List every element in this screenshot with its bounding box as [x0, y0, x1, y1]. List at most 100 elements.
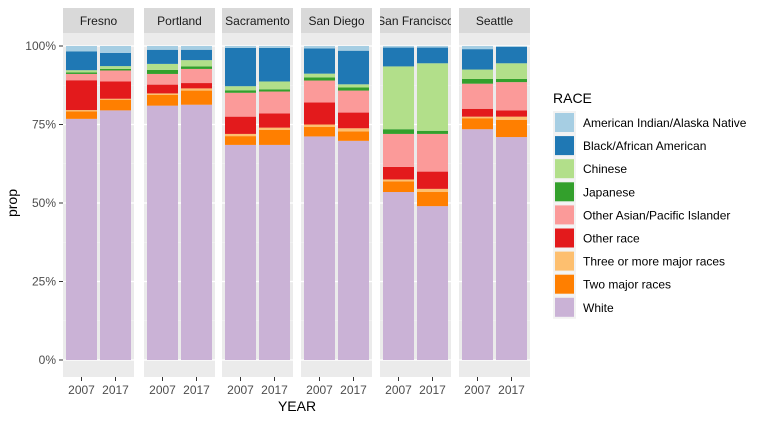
bar-segment-three-or-more-major-races [100, 98, 131, 100]
bar-segment-white [304, 136, 335, 360]
bar-segment-chinese [417, 63, 448, 131]
legend-label: Black/African American [583, 139, 706, 153]
bar-segment-black-african-american [259, 47, 290, 82]
bar-portland-2007 [147, 46, 178, 360]
bar-segment-white [383, 192, 414, 360]
facet-strip [301, 8, 372, 33]
bar-segment-other-race [338, 112, 369, 129]
legend-item-other-asian-pacific-islander: Other Asian/Pacific Islander [553, 203, 730, 227]
bar-segment-japanese [462, 78, 493, 84]
bar-segment-chinese [181, 60, 212, 67]
bar-segment-american-indian-alaska-native [304, 46, 335, 49]
x-axis-title: YEAR [278, 398, 316, 414]
bar-segment-american-indian-alaska-native [147, 46, 178, 50]
x-tick-label: 2017 [419, 383, 446, 397]
bar-segment-other-asian-pacific-islander [147, 73, 178, 85]
legend-item-chinese: Chinese [553, 157, 627, 181]
bar-segment-chinese [259, 81, 290, 90]
bar-segment-american-indian-alaska-native [66, 46, 97, 52]
bar-segment-other-race [496, 110, 527, 117]
x-tick-label: 2017 [498, 383, 525, 397]
bar-segment-american-indian-alaska-native [496, 46, 527, 47]
facet-label: Sacramento [225, 14, 290, 28]
bar-sacramento-2007 [225, 46, 256, 360]
legend-label: American Indian/Alaska Native [583, 116, 747, 130]
facet-label: Portland [157, 14, 202, 28]
bar-segment-three-or-more-major-races [462, 116, 493, 119]
bar-segment-american-indian-alaska-native [462, 46, 493, 50]
facet-label: Seattle [476, 14, 514, 28]
facet-san-diego: San Diego 2007 2017 [301, 8, 372, 397]
bar-segment-chinese [100, 66, 131, 69]
bar-segment-other-race [417, 171, 448, 189]
bar-segment-two-major-races [496, 119, 527, 138]
bar-fresno-2007 [66, 46, 97, 361]
bar-segment-three-or-more-major-races [383, 179, 414, 182]
bar-san-francisco-2017 [417, 46, 448, 360]
bar-segment-other-asian-pacific-islander [417, 133, 448, 172]
x-tick-label: 2007 [68, 383, 95, 397]
facet-strip [222, 8, 293, 33]
bar-san-diego-2017 [338, 46, 369, 360]
bar-segment-three-or-more-major-races [496, 116, 527, 120]
bar-segment-other-race [100, 81, 131, 99]
legend-item-american-indian-alaska-native: American Indian/Alaska Native [553, 111, 747, 134]
y-axis: 0% 25% 50% 75% 100% [25, 39, 63, 367]
bar-segment-other-asian-pacific-islander [259, 91, 290, 114]
bar-segment-black-african-american [496, 46, 527, 64]
bar-segment-three-or-more-major-races [259, 127, 290, 130]
bar-segment-white [100, 110, 131, 361]
bar-segment-three-or-more-major-races [181, 88, 212, 91]
bar-segment-chinese [462, 69, 493, 79]
facet-sacramento: Sacramento 2007 2017 [222, 8, 293, 397]
bar-segment-other-asian-pacific-islander [496, 82, 527, 111]
bar-segment-white [181, 104, 212, 360]
bar-segment-other-race [462, 108, 493, 117]
bar-segment-other-asian-pacific-islander [383, 133, 414, 167]
facet-label: San Diego [308, 14, 364, 28]
y-tick-label: 100% [25, 39, 56, 53]
bar-segment-japanese [496, 78, 527, 83]
bar-segment-white [225, 144, 256, 360]
bar-seattle-2007 [462, 46, 493, 360]
x-tick-label: 2017 [261, 383, 288, 397]
bar-segment-three-or-more-major-races [417, 188, 448, 193]
bar-segment-american-indian-alaska-native [259, 46, 290, 48]
bar-segment-three-or-more-major-races [66, 110, 97, 112]
bar-segment-two-major-races [181, 90, 212, 105]
bar-segment-two-major-races [147, 94, 178, 106]
legend-label: Japanese [583, 185, 635, 199]
bar-segment-japanese [147, 69, 178, 74]
bar-segment-chinese [225, 86, 256, 91]
bar-segment-black-african-american [304, 48, 335, 74]
legend-swatch [555, 274, 574, 294]
legend-swatch [555, 182, 574, 202]
legend-swatch [555, 251, 574, 271]
legend-swatch [555, 205, 574, 225]
legend-swatch [555, 136, 574, 156]
legend-swatch [555, 297, 574, 317]
legend-swatch [555, 159, 574, 179]
facet-label: Fresno [80, 14, 118, 28]
x-tick-label: 2017 [340, 383, 367, 397]
legend-item-black-african-american: Black/African American [553, 134, 706, 158]
facet-fresno: Fresno 2007 2017 [63, 8, 134, 397]
bar-segment-american-indian-alaska-native [383, 46, 414, 48]
bar-segment-white [338, 140, 369, 360]
bar-segment-other-asian-pacific-islander [225, 92, 256, 117]
y-tick-label: 0% [39, 353, 57, 367]
bar-segment-three-or-more-major-races [304, 124, 335, 128]
bar-segment-american-indian-alaska-native [225, 46, 256, 48]
bar-segment-two-major-races [66, 111, 97, 119]
x-tick-label: 2017 [102, 383, 129, 397]
legend-label: Chinese [583, 162, 627, 176]
bar-segment-two-major-races [100, 99, 131, 111]
bar-segment-japanese [225, 90, 256, 93]
bar-segment-other-race [259, 113, 290, 128]
bar-segment-japanese [66, 72, 97, 74]
bar-segment-three-or-more-major-races [225, 133, 256, 137]
bar-segment-japanese [383, 129, 414, 134]
legend-label: Three or more major races [583, 255, 725, 269]
bar-segment-black-african-american [383, 47, 414, 67]
